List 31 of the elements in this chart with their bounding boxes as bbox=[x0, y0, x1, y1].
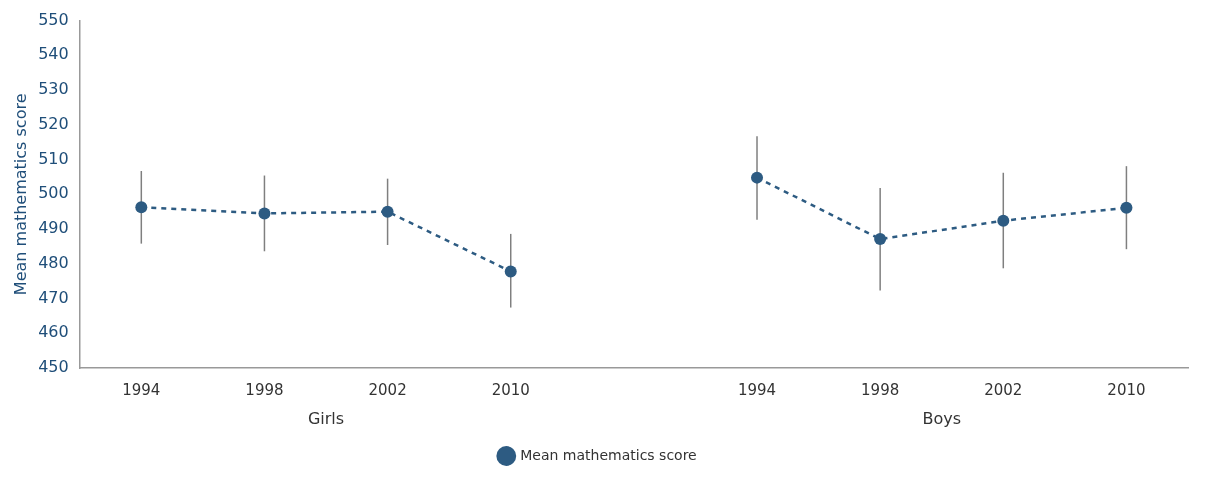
x-tick-label: 2002 bbox=[984, 380, 1023, 399]
x-tick-label: 2002 bbox=[368, 380, 407, 399]
point bbox=[1120, 201, 1133, 214]
point bbox=[751, 171, 764, 184]
y-tick-label: 490 bbox=[38, 218, 69, 238]
point bbox=[504, 265, 517, 278]
y-tick-label: 460 bbox=[38, 322, 69, 342]
point bbox=[135, 201, 148, 214]
y-tick-label: 450 bbox=[38, 357, 69, 377]
y-tick-label: 540 bbox=[38, 44, 69, 64]
x-tick-label: 2010 bbox=[1107, 380, 1146, 399]
legend-label: Mean mathematics score bbox=[520, 446, 697, 463]
point bbox=[381, 205, 394, 218]
point bbox=[997, 214, 1010, 227]
point bbox=[258, 207, 271, 220]
x-tick-label: 1998 bbox=[861, 380, 900, 399]
text: Boys bbox=[922, 409, 962, 429]
x-tick-label: 1994 bbox=[737, 380, 777, 399]
x-tick-label: 2010 bbox=[491, 380, 530, 399]
x-tick-label: 1994 bbox=[122, 380, 161, 399]
y-tick-label: 510 bbox=[38, 148, 69, 168]
y-tick-label: 530 bbox=[38, 79, 69, 99]
y-tick-label: 520 bbox=[38, 113, 69, 133]
text: Girls bbox=[307, 409, 345, 429]
y-axis-title: Mean mathematics score bbox=[10, 93, 30, 296]
y-tick-label: 550 bbox=[38, 9, 69, 29]
y-tick-label: 500 bbox=[38, 183, 69, 203]
y-tick-label: 480 bbox=[38, 252, 69, 272]
y-tick-label: 470 bbox=[38, 287, 69, 307]
x-tick-label: 1998 bbox=[245, 380, 284, 399]
point bbox=[874, 233, 887, 246]
